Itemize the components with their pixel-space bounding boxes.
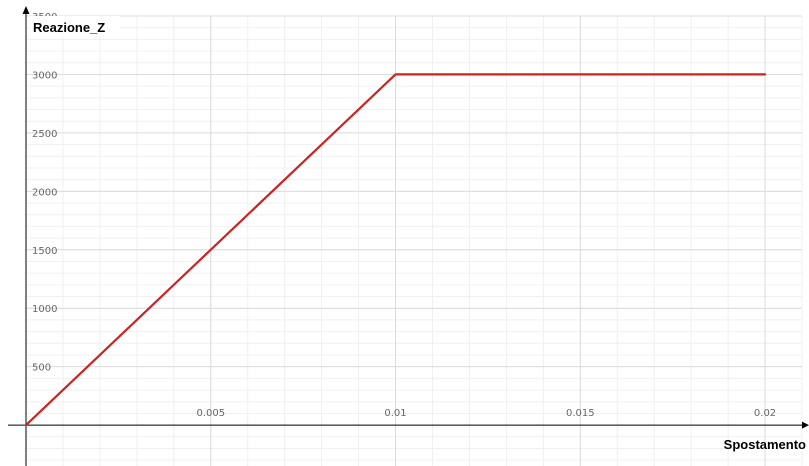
series-layer xyxy=(24,73,767,427)
series-line xyxy=(24,73,767,427)
minor-grid xyxy=(25,15,803,466)
y-tick-label: 2000 xyxy=(32,187,57,198)
x-axis-title: Spostamento xyxy=(724,437,806,452)
x-tick-label: 0.005 xyxy=(196,408,225,419)
y-axis-arrow xyxy=(22,6,30,14)
x-tick-labels: 0.005 0.01 0.015 0.02 xyxy=(196,408,776,419)
x-axis-arrow xyxy=(802,421,809,429)
y-tick-label: 500 xyxy=(32,363,51,374)
major-grid xyxy=(26,15,802,466)
y-tick-label: 1500 xyxy=(32,246,57,257)
ylabel-background xyxy=(30,16,120,36)
y-tick-label: 3000 xyxy=(32,70,57,81)
x-axis xyxy=(8,421,809,429)
y-axis-title: Reazione_Z xyxy=(33,20,105,35)
x-tick-label: 0.02 xyxy=(754,408,776,419)
y-tick-label: 1000 xyxy=(32,304,57,315)
x-tick-label: 0.015 xyxy=(566,408,595,419)
y-axis xyxy=(22,6,30,466)
x-tick-label: 0.01 xyxy=(384,408,406,419)
y-tick-label: 2500 xyxy=(32,129,57,140)
